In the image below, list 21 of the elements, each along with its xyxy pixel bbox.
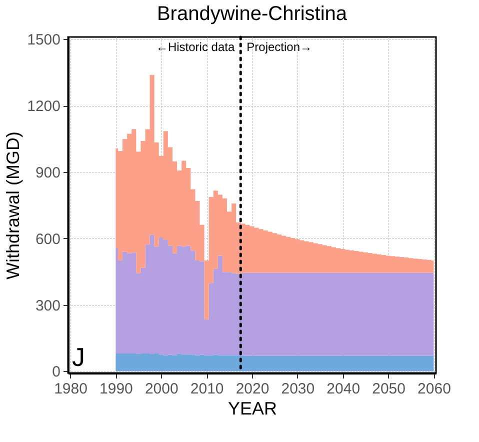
annotation: Projection→ <box>246 40 312 54</box>
x-tick-label: 2060 <box>418 380 451 398</box>
x-tick-label: 1990 <box>100 380 133 398</box>
x-tick-label: 1980 <box>54 380 88 398</box>
y-tick-label: 600 <box>35 230 60 248</box>
y-tick-label: 1500 <box>27 32 60 49</box>
y-axis-title: Withdrawal (MGD) <box>3 131 24 280</box>
x-tick-label: 2010 <box>190 380 224 398</box>
y-tick-label: 300 <box>35 297 60 314</box>
y-tick-label: 1200 <box>27 98 60 116</box>
x-tick-label: 2020 <box>236 380 270 398</box>
x-tick-label: 2050 <box>372 380 406 398</box>
x-tick-label: 2030 <box>281 380 315 398</box>
y-tick-label: 0 <box>52 364 60 381</box>
annotation: J <box>72 342 85 372</box>
x-tick-label: 2040 <box>326 380 360 398</box>
chart-title: Brandywine-Christina <box>156 3 348 26</box>
annotation: ←Historic data <box>156 40 235 54</box>
x-tick-label: 2000 <box>144 380 178 398</box>
y-tick-label: 900 <box>35 164 60 182</box>
x-axis-title: YEAR <box>228 398 278 418</box>
